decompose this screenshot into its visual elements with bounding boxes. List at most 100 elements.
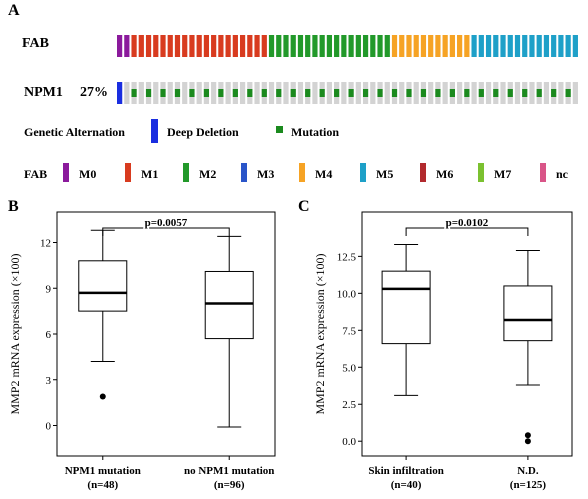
npm1-cell	[370, 82, 376, 104]
y-tick-label: 6	[46, 329, 52, 341]
npm1-cell	[211, 82, 217, 104]
fab-cell	[124, 35, 130, 57]
npm1-cell	[428, 82, 434, 104]
npm1-cell	[124, 82, 130, 104]
significance-bracket	[102, 227, 230, 236]
deep-deletion-swatch	[151, 119, 158, 143]
fab-cell	[391, 35, 398, 57]
npm1-cell	[543, 82, 550, 104]
npm1-mutation	[174, 89, 181, 97]
fab-cell	[420, 35, 427, 57]
npm1-cell	[239, 82, 246, 104]
fab-legend-label-m0: M0	[79, 167, 96, 181]
npm1-cell	[312, 82, 318, 104]
npm1-mutation	[189, 89, 195, 97]
fab-legend-label-nc: nc	[556, 167, 569, 181]
fab-cell	[572, 35, 578, 57]
fab-legend-label-m7: M7	[494, 167, 511, 181]
fab-cell	[406, 35, 412, 57]
npm1-deep-deletion	[117, 82, 123, 104]
npm1-cell	[529, 82, 535, 104]
fab-legend: M0 M1 M2 M3 M4 M5 M6 M7 nc	[63, 163, 569, 182]
fab-cell	[196, 35, 202, 57]
fab-cell	[442, 35, 448, 57]
npm1-mutation	[290, 89, 296, 97]
npm1-mutation	[391, 89, 398, 97]
fab-cell	[319, 35, 325, 57]
npm1-cell	[471, 82, 477, 104]
npm1-mutation	[464, 89, 470, 97]
npm1-row-label: NPM1	[24, 85, 63, 100]
npm1-mutation	[247, 89, 253, 97]
fab-swatch-m4	[299, 163, 305, 182]
npm1-cell	[196, 82, 202, 104]
fab-cell	[211, 35, 217, 57]
npm1-cell	[326, 82, 333, 104]
box-iqr	[503, 285, 553, 342]
npm1-mutation	[522, 89, 528, 97]
npm1-cell	[138, 82, 144, 104]
fab-swatch-m7	[478, 163, 484, 182]
y-tick-label: 2.5	[342, 399, 356, 411]
y-tick-label: 12.5	[337, 251, 357, 263]
fab-legend-label-m5: M5	[376, 167, 393, 181]
fab-cell	[500, 35, 506, 57]
fab-cell	[160, 35, 166, 57]
outlier-point	[99, 393, 106, 400]
npm1-mutation	[348, 89, 354, 97]
fab-cell	[543, 35, 550, 57]
npm1-mutation	[478, 89, 484, 97]
y-tick-label: 10.0	[337, 288, 357, 300]
npm1-mutation	[406, 89, 412, 97]
npm1-mutation	[536, 89, 542, 97]
x-tick-label: Skin infiltration	[368, 465, 444, 477]
fab-cell	[514, 35, 521, 57]
fab-cell	[334, 35, 340, 57]
p-value: p=0.0102	[446, 217, 489, 229]
fab-cell	[565, 35, 571, 57]
npm1-cell	[413, 82, 419, 104]
fab-cell	[138, 35, 144, 57]
oncoprint-tracks	[117, 35, 578, 104]
fab-cell	[218, 35, 224, 57]
fab-cell	[182, 35, 188, 57]
fab-cell	[174, 35, 181, 57]
fab-cell	[117, 35, 123, 57]
fab-cell	[239, 35, 246, 57]
fab-cell	[348, 35, 354, 57]
y-tick-label: 12	[40, 238, 51, 250]
npm1-cell	[399, 82, 405, 104]
boxplot-npm1: 0 3 6 9 12 MMP2 mRNA expression (×100) NPM1 mu…	[8, 211, 276, 491]
fab-cell	[551, 35, 557, 57]
fab-cell	[493, 35, 499, 57]
mutation-legend-label: Mutation	[291, 125, 339, 139]
fab-cell	[189, 35, 195, 57]
outlier-point	[524, 432, 531, 439]
p-value: p=0.0057	[145, 217, 188, 229]
fab-cell	[312, 35, 318, 57]
npm1-mutation	[377, 89, 383, 97]
fab-cell	[276, 35, 282, 57]
npm1-mutation	[203, 89, 210, 97]
fab-cell	[203, 35, 210, 57]
panel-label-b: B	[8, 198, 19, 215]
fab-cell	[153, 35, 159, 57]
npm1-cell	[153, 82, 159, 104]
fab-cell	[522, 35, 528, 57]
npm1-cell	[341, 82, 347, 104]
fab-swatch-m1	[125, 163, 131, 182]
y-tick-label: 5.0	[342, 362, 356, 374]
fab-row-label: FAB	[22, 36, 49, 51]
fab-cell	[232, 35, 238, 57]
y-tick-label: 7.5	[342, 325, 356, 337]
y-axis-label: MMP2 mRNA expression (×100)	[8, 253, 22, 414]
fab-cell	[377, 35, 383, 57]
npm1-cell	[558, 82, 564, 104]
npm1-mutation	[261, 89, 267, 97]
x-tick-label: no NPM1 mutation	[184, 465, 274, 477]
fab-swatch-m5	[360, 163, 366, 182]
npm1-cell	[572, 82, 578, 104]
y-tick-label: 0.0	[342, 436, 356, 448]
panel-label-a: A	[8, 2, 20, 19]
fab-cell	[145, 35, 152, 57]
